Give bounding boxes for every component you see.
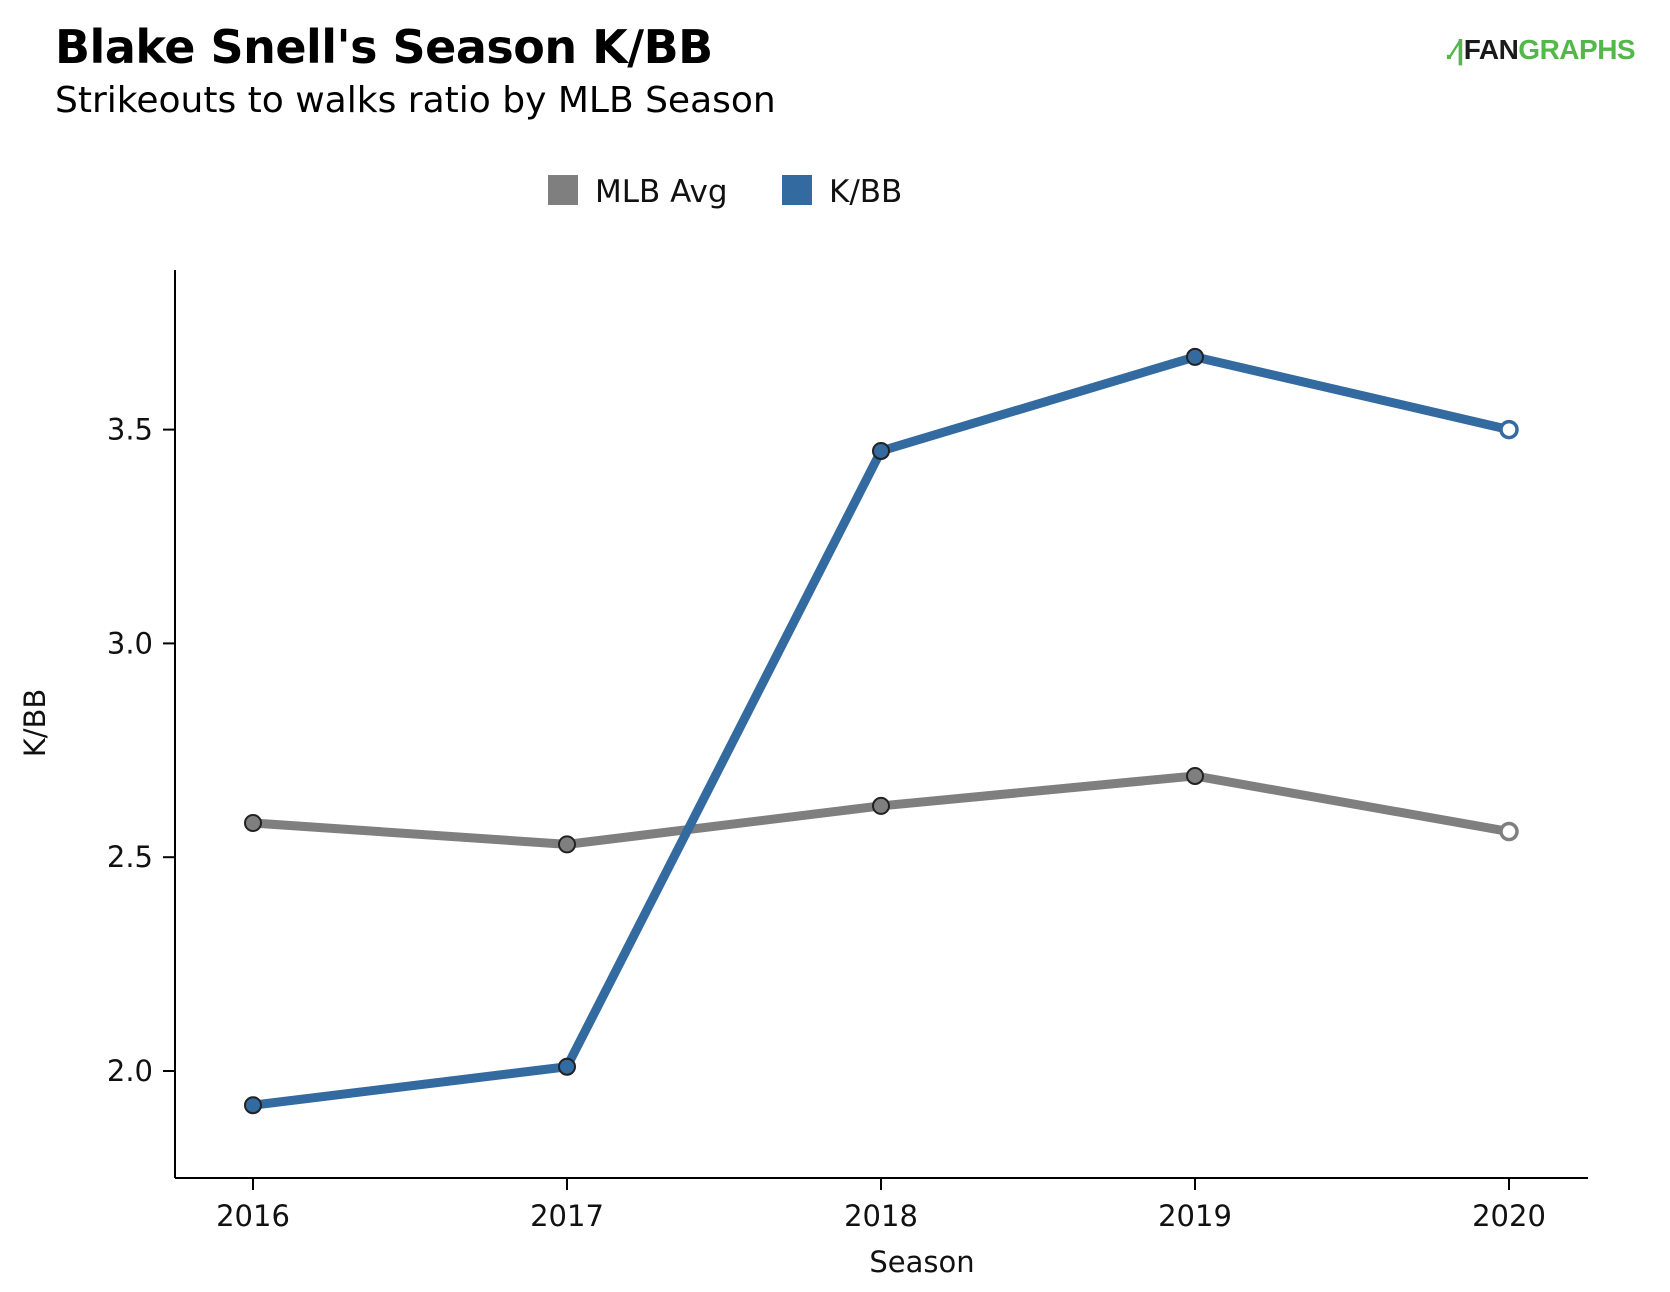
legend-label: MLB Avg (595, 174, 728, 210)
data-point (872, 796, 890, 815)
data-point (1186, 347, 1204, 366)
x-tick-label: 2019 (1158, 1199, 1232, 1233)
fangraphs-logo: .∕|FANGRAPHS (1445, 34, 1636, 66)
data-point (1499, 821, 1519, 842)
x-tick-label: 2016 (216, 1199, 290, 1233)
data-point (244, 1096, 262, 1115)
legend-label: K/BB (829, 174, 902, 210)
series-mlb-avg (244, 766, 1519, 854)
legend-swatch (782, 175, 812, 205)
chart-subtitle: Strikeouts to walks ratio by MLB Season (55, 80, 776, 121)
x-axis-title: Season (869, 1245, 974, 1279)
chart-title: Blake Snell's Season K/BB (55, 20, 713, 74)
data-point (558, 835, 576, 854)
legend: MLB Avg K/BB (548, 174, 902, 210)
series-layer (244, 347, 1519, 1115)
data-point (558, 1057, 576, 1076)
x-tick-label: 2017 (530, 1199, 604, 1233)
x-tick-label: 2018 (844, 1199, 918, 1233)
data-point (1186, 766, 1204, 785)
logo-batter-icon: .∕| (1445, 34, 1464, 65)
data-point (1499, 419, 1519, 440)
logo-text-fan: FAN (1463, 34, 1519, 65)
series-kbb (244, 347, 1519, 1115)
x-tick-label: 2020 (1472, 1199, 1546, 1233)
data-point (872, 441, 890, 460)
legend-swatch (548, 175, 578, 205)
logo-text-graphs: GRAPHS (1518, 34, 1636, 65)
series-line (248, 352, 1514, 1110)
y-axis-title: K/BB (18, 689, 52, 758)
y-tick-label: 2.5 (107, 840, 153, 874)
y-tick-label: 3.0 (107, 626, 153, 660)
y-tick-label: 3.5 (107, 413, 153, 447)
y-tick-label: 2.0 (107, 1054, 153, 1088)
data-point (244, 813, 262, 832)
axes: 2.0 2.5 3.0 3.5 2016 2017 2018 2019 2020 Season K/… (18, 270, 1588, 1279)
